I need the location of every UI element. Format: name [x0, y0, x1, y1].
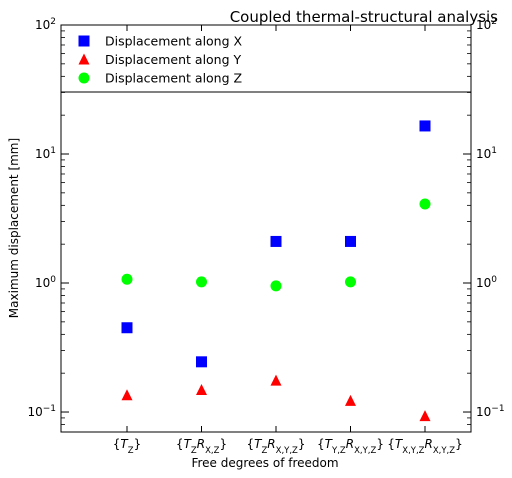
y-tick-label-left: 102 — [35, 17, 56, 32]
data-point — [196, 276, 207, 288]
y-axis-label: Maximum displacement [mm] — [7, 138, 21, 318]
x-tick-label: {TZ} — [113, 437, 141, 456]
x-ticks: {TZ} {TZRX,Z} {TZRX,Y,Z} {TY,ZRX,Y,Z} {TX,Y,… — [113, 25, 463, 456]
y-tick-label-right: 100 — [476, 275, 497, 290]
y-tick-label-right: 102 — [476, 17, 497, 32]
chart-title: Coupled thermal-structural analysis — [230, 8, 498, 26]
y-tick-label-left: 100 — [35, 275, 56, 290]
y-tick-label-left: 101 — [35, 146, 56, 161]
x-axis-label: Free degrees of freedom — [191, 456, 338, 470]
y-ticks: 10−1 10−1 100 100 101 101 102 102 — [27, 17, 505, 433]
data-point — [270, 235, 282, 247]
plot-frame — [60, 24, 472, 433]
data-point — [196, 356, 207, 368]
data-markers — [121, 120, 431, 422]
data-point — [196, 384, 207, 396]
y-tick-label-right: 10−1 — [476, 404, 505, 419]
x-tick-label: {TZRX,Z} — [176, 437, 227, 456]
y-tick-label-left: 10−1 — [27, 404, 56, 419]
data-point — [419, 198, 431, 210]
data-point — [419, 410, 431, 422]
legend-label: Displacement along Z — [105, 71, 242, 86]
data-point — [419, 120, 431, 132]
data-point — [345, 276, 356, 288]
x-tick-label: {TX,Y,ZRX,Y,Z} — [387, 437, 462, 456]
data-point — [345, 394, 356, 406]
x-tick-label: {TY,ZRX,Y,Z} — [317, 437, 384, 456]
data-point — [121, 273, 133, 285]
legend-label: Displacement along Y — [105, 52, 242, 67]
data-point — [270, 374, 282, 386]
legend-marker — [78, 72, 90, 84]
data-point — [121, 322, 133, 334]
legend-label: Displacement along X — [105, 34, 243, 49]
legend-marker — [78, 53, 90, 65]
data-point — [121, 389, 133, 401]
legend-marker — [78, 35, 90, 47]
y-tick-label-right: 101 — [476, 146, 497, 161]
data-point — [345, 235, 356, 247]
x-tick-label: {TZRX,Y,Z} — [246, 437, 305, 456]
data-point — [270, 280, 282, 292]
legend: Displacement along X Displacement along Y… — [78, 34, 243, 86]
